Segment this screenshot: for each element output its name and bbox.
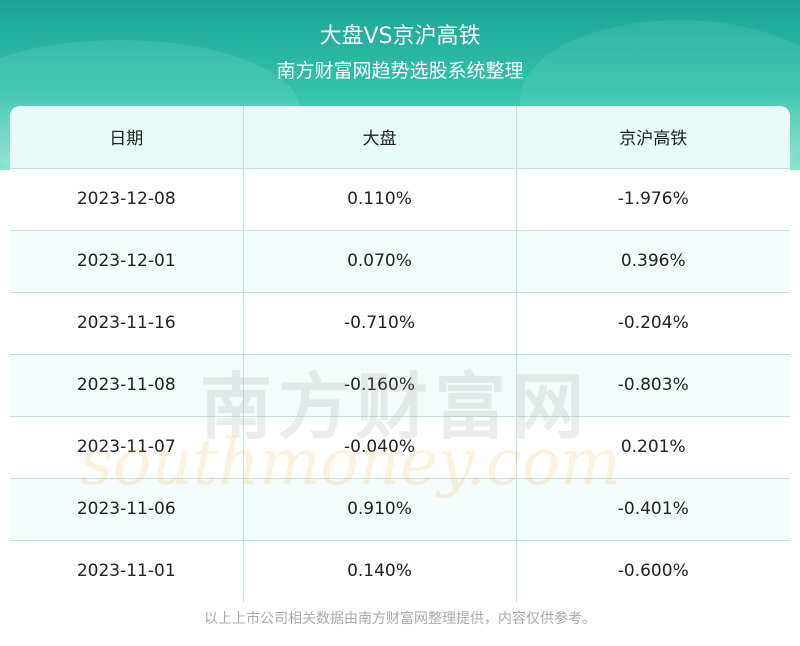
cell-date: 2023-12-01 — [10, 230, 244, 293]
cell-date: 2023-11-16 — [10, 292, 244, 355]
cell-date: 2023-11-08 — [10, 354, 244, 417]
table-row: 2023-11-08 -0.160% -0.803% — [10, 354, 790, 417]
data-table-card: 日期 大盘 京沪高铁 2023-12-08 0.110% -1.976% 202… — [10, 106, 790, 602]
table-row: 2023-11-06 0.910% -0.401% — [10, 478, 790, 541]
cell-date: 2023-11-07 — [10, 416, 244, 479]
page-subtitle: 南方财富网趋势选股系统整理 — [276, 60, 524, 82]
table-row: 2023-12-01 0.070% 0.396% — [10, 230, 790, 293]
column-header-market: 大盘 — [243, 106, 517, 169]
cell-date: 2023-11-06 — [10, 478, 244, 541]
column-header-date: 日期 — [10, 106, 244, 169]
cell-stock: -1.976% — [516, 168, 790, 231]
cell-date: 2023-11-01 — [10, 540, 244, 602]
cell-stock: -0.204% — [516, 292, 790, 355]
cell-stock: 0.396% — [516, 230, 790, 293]
comparison-table: 日期 大盘 京沪高铁 2023-12-08 0.110% -1.976% 202… — [10, 106, 790, 602]
cell-stock: -0.600% — [516, 540, 790, 602]
table-row: 2023-11-16 -0.710% -0.204% — [10, 292, 790, 355]
header-banner: 大盘VS京沪高铁 南方财富网趋势选股系统整理 — [0, 0, 800, 170]
table-header-row: 日期 大盘 京沪高铁 — [10, 106, 790, 169]
cell-stock: -0.401% — [516, 478, 790, 541]
cell-date: 2023-12-08 — [10, 168, 244, 231]
cell-market: -0.710% — [243, 292, 517, 355]
cell-market: 0.910% — [243, 478, 517, 541]
column-header-stock: 京沪高铁 — [516, 106, 790, 169]
cell-market: -0.160% — [243, 354, 517, 417]
table-row: 2023-11-01 0.140% -0.600% — [10, 540, 790, 602]
cell-stock: 0.201% — [516, 416, 790, 479]
cell-market: 0.110% — [243, 168, 517, 231]
table-row: 2023-11-07 -0.040% 0.201% — [10, 416, 790, 479]
footer-disclaimer: 以上上市公司相关数据由南方财富网整理提供，内容仅供参考。 — [204, 611, 596, 627]
cell-stock: -0.803% — [516, 354, 790, 417]
page-title: 大盘VS京沪高铁 — [319, 24, 481, 49]
table-row: 2023-12-08 0.110% -1.976% — [10, 168, 790, 231]
cell-market: 0.140% — [243, 540, 517, 602]
cell-market: -0.040% — [243, 416, 517, 479]
cell-market: 0.070% — [243, 230, 517, 293]
